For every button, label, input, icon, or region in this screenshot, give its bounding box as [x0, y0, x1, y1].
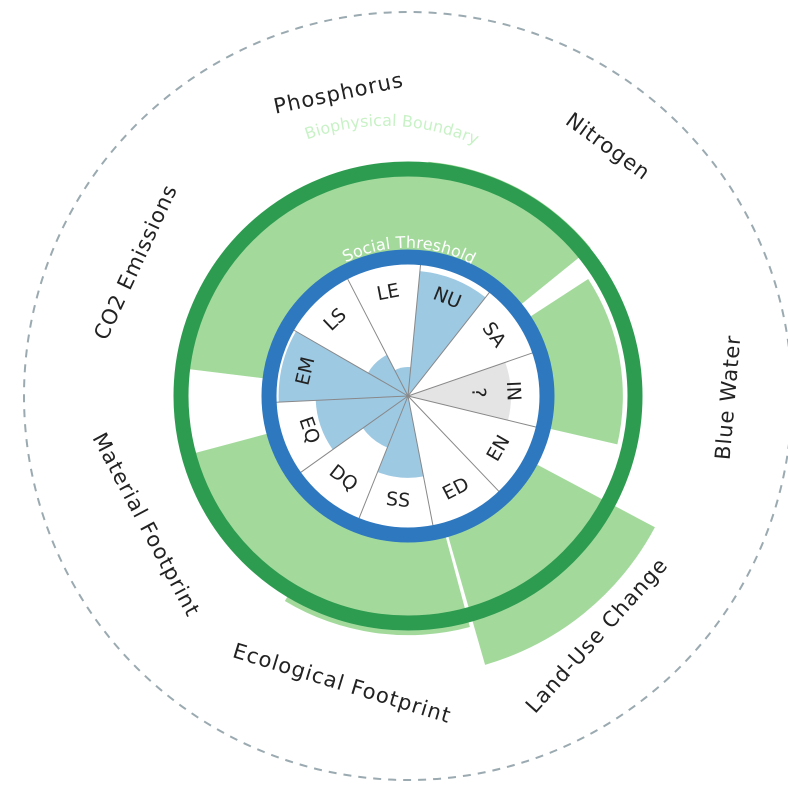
spoke-sa	[407, 291, 490, 397]
wedge-material	[184, 433, 338, 599]
biophysical-boundary-ring	[173, 161, 643, 631]
spoke-ls	[293, 329, 409, 397]
spoke-eq	[300, 395, 409, 473]
social-threshold-ring	[261, 249, 555, 543]
label-co2-emissions: CO2 Emissions	[89, 181, 182, 344]
spoke-em	[276, 395, 409, 403]
spoke-nu	[407, 264, 422, 397]
social-label-in: IN	[502, 381, 525, 402]
outer-dashed-boundary	[23, 11, 788, 781]
spoke-en	[407, 395, 537, 428]
social-label-ss: SS	[385, 488, 411, 512]
wedge-blue_water	[530, 278, 623, 445]
social-wedge-nu	[408, 271, 486, 396]
social-spokes	[276, 264, 537, 526]
social-label-le: LE	[375, 279, 401, 305]
label-ecological-footprint: Ecological Footprint	[230, 639, 454, 728]
social-wedge-ls	[367, 354, 408, 396]
spoke-ed	[407, 395, 500, 492]
wedge-phosphorus	[266, 175, 432, 285]
social-wedge-eq	[315, 396, 408, 450]
spoke-le	[347, 278, 409, 397]
label-blue-water: Blue Water	[711, 334, 746, 461]
label-nitrogen: Nitrogen	[561, 108, 655, 185]
social-wedge-dq	[362, 396, 408, 448]
social-wedges	[278, 271, 511, 478]
spoke-in	[407, 352, 533, 397]
social-wedge-ss	[377, 396, 424, 478]
social-wedge-le	[394, 366, 411, 396]
biophysical-boundary-label: Biophysical Boundary	[302, 111, 482, 149]
wedge-co2	[182, 214, 321, 379]
spoke-ss	[407, 395, 434, 526]
social-note-in: ?	[467, 387, 489, 398]
social-wedge-in	[408, 362, 511, 421]
wedge-nitrogen	[420, 161, 591, 305]
spoke-dq	[358, 395, 409, 519]
social-wedge-em	[278, 331, 408, 403]
